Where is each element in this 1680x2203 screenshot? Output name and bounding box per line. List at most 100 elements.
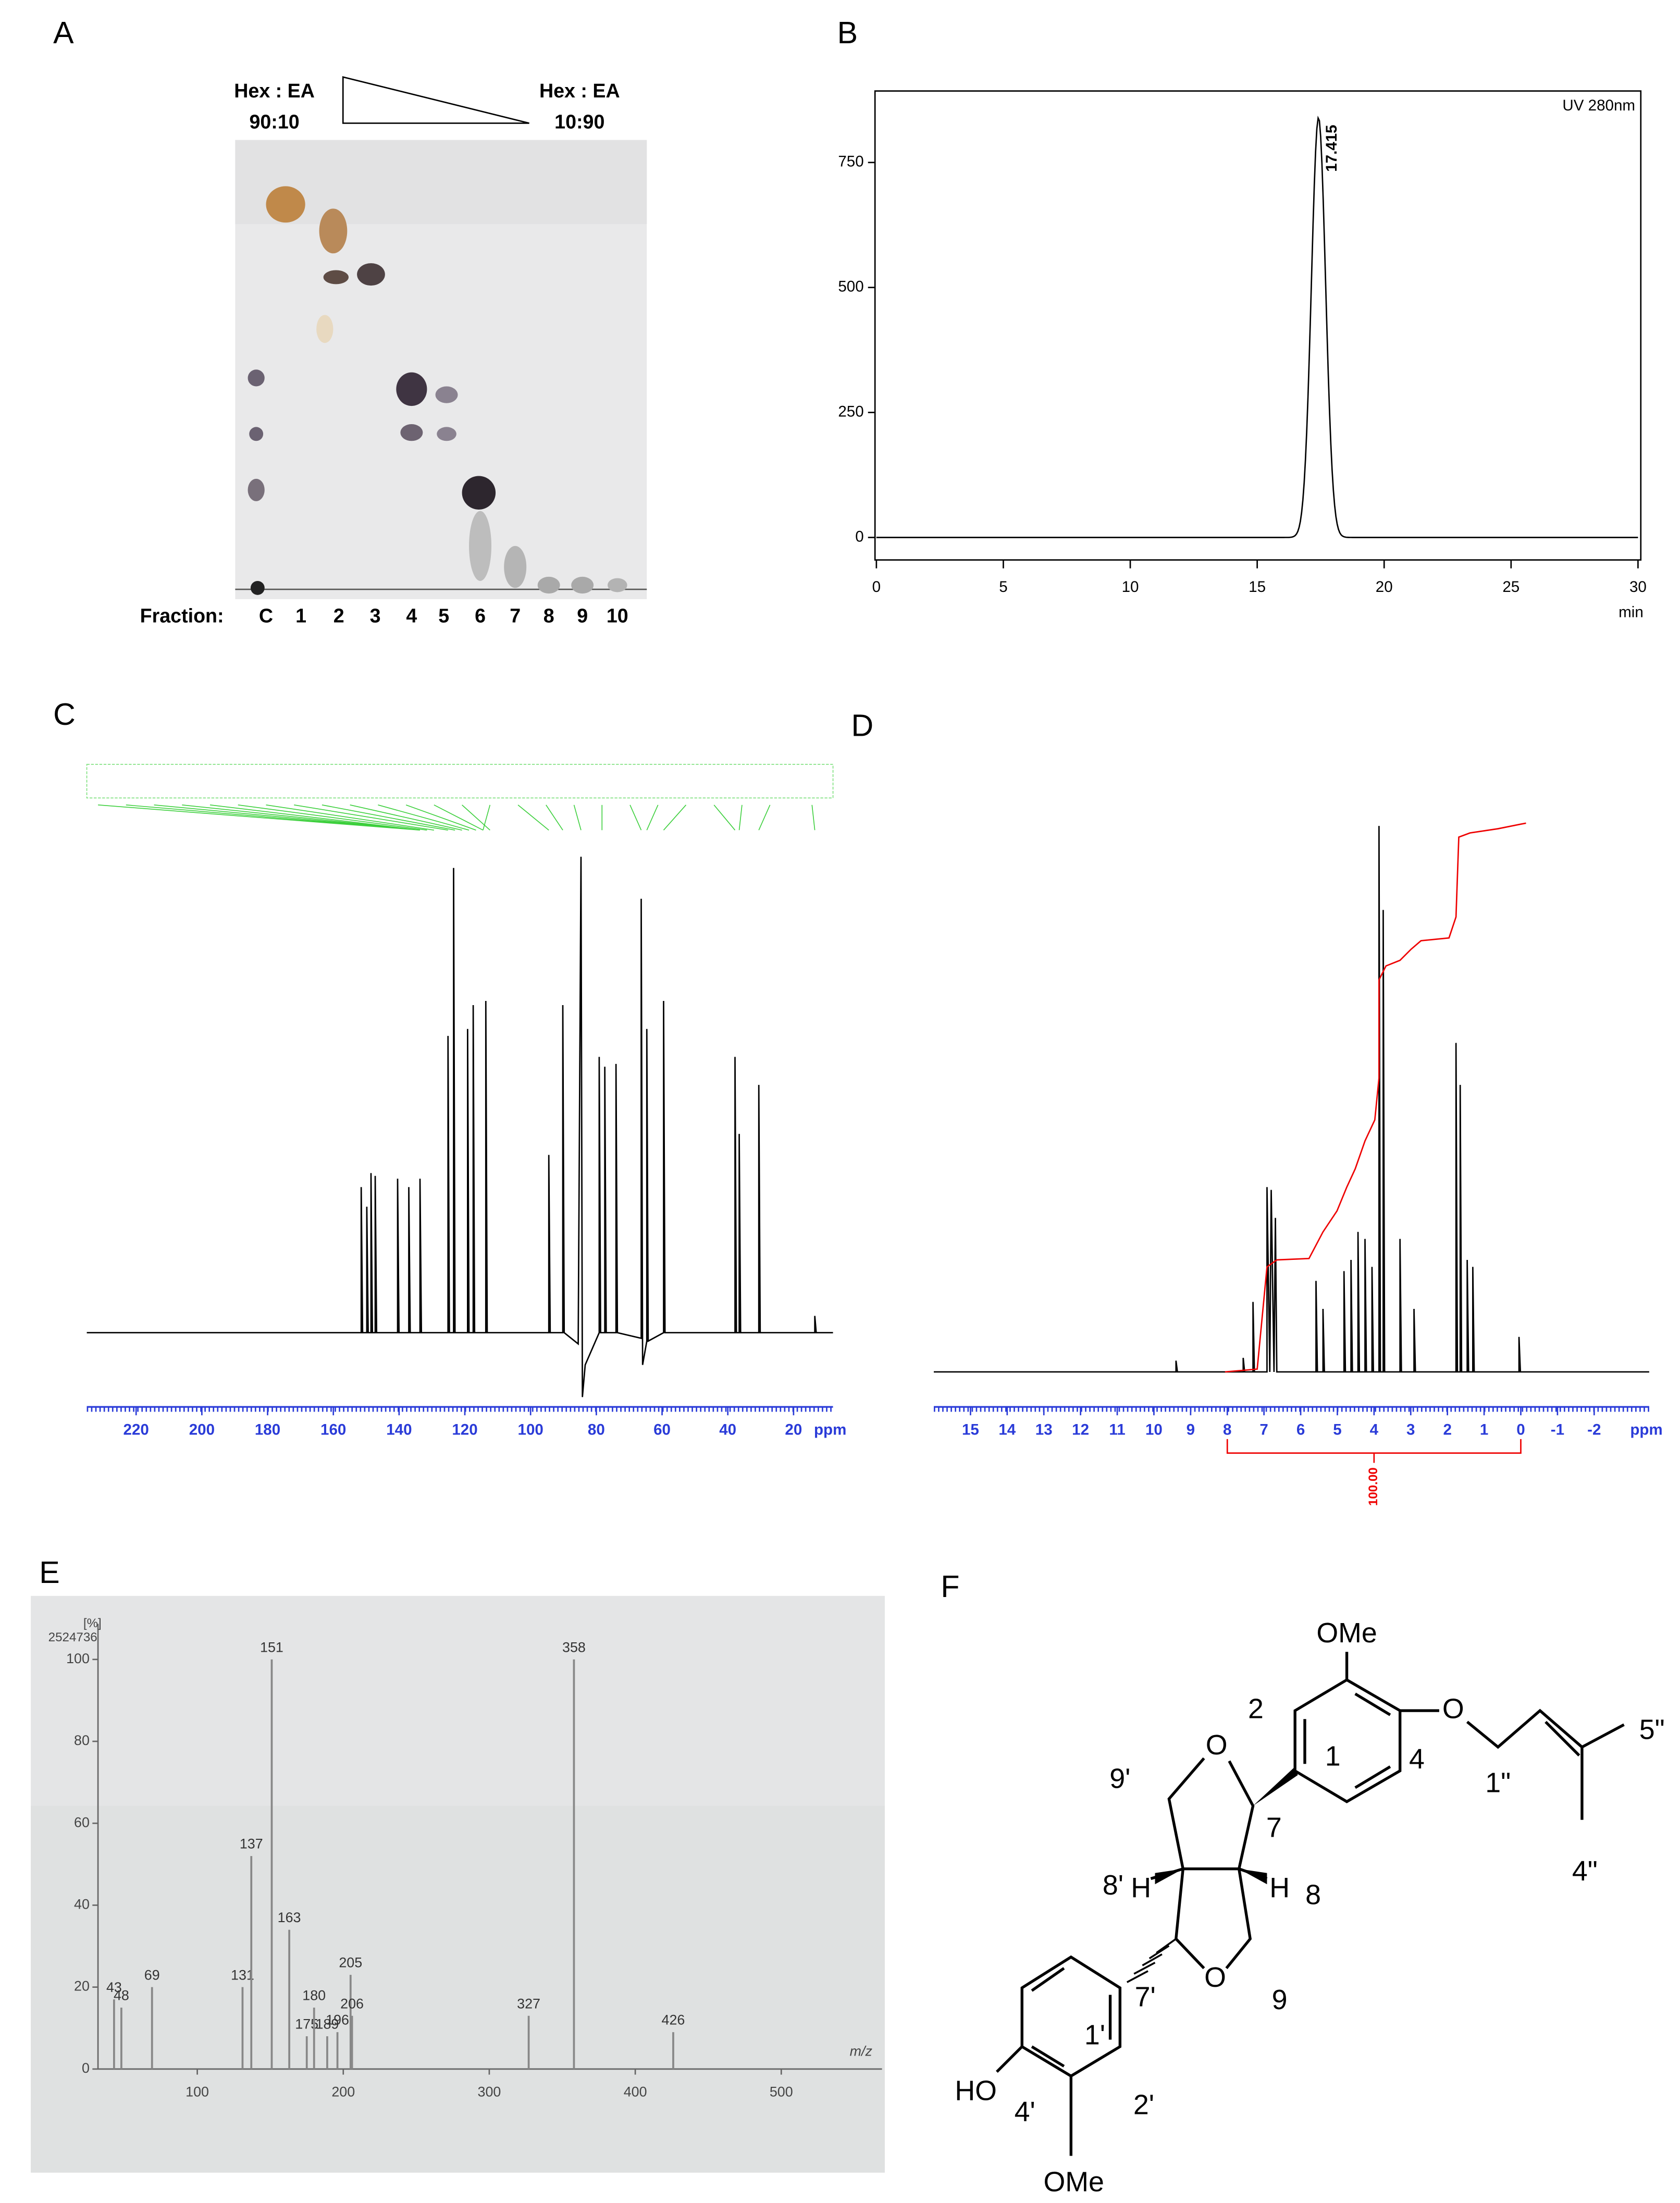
lane-label: 2 [333, 605, 344, 627]
wedge-bond [1155, 1868, 1183, 1885]
c13-spectrum [87, 857, 833, 1397]
y-tick-label: 60 [74, 1814, 90, 1830]
x-unit: m/z [850, 2044, 873, 2059]
lane-label: 3 [370, 605, 381, 627]
spot [266, 186, 305, 223]
spot [250, 580, 265, 595]
hash-bond [1126, 1938, 1177, 1983]
atom-label: O [1206, 1729, 1228, 1761]
gradient-triangle [342, 76, 529, 124]
atom-label: 7' [1135, 1982, 1156, 2013]
y-tick-label: 20 [74, 1978, 90, 1994]
aromatic-bonds [1031, 1967, 1112, 2068]
spot [435, 386, 458, 403]
solvent-ratio: 10:90 [554, 110, 604, 132]
atom-label: 2 [1248, 1693, 1264, 1724]
wedge-bond [1239, 1868, 1267, 1885]
panel-letter: E [39, 1555, 59, 1590]
x-tick-label: 220 [123, 1421, 149, 1439]
atom-label: 4 [1409, 1743, 1425, 1775]
y-tick-label: 100 [66, 1651, 90, 1666]
x-unit: min [1619, 604, 1644, 621]
x-tick-label: 2 [1443, 1421, 1451, 1439]
peak-label: 43 [106, 1979, 122, 1995]
x-tick-label: 200 [189, 1421, 215, 1439]
spot [396, 372, 427, 406]
atom-label: 4" [1572, 1855, 1598, 1887]
x-tick-label: 6 [1296, 1421, 1305, 1439]
atom-label: 5" [1639, 1714, 1665, 1746]
atom-label: OMe [1316, 1617, 1377, 1649]
y-tick-label: 250 [838, 403, 863, 420]
x-tick-label: 400 [624, 2084, 647, 2100]
atom-label: O [1442, 1693, 1464, 1724]
x-tick-label: 0 [1516, 1421, 1525, 1439]
solvent-ratio: 90:10 [249, 110, 299, 132]
x-tick-label: 30 [1629, 578, 1647, 596]
x-tick-label: 140 [386, 1421, 412, 1439]
atom-label: 4' [1015, 2096, 1035, 2127]
x-tick-label: 500 [770, 2084, 793, 2100]
peak-list-annotation [86, 764, 834, 831]
x-tick-label: 13 [1035, 1421, 1053, 1439]
spot [437, 427, 456, 441]
lane-label: 7 [510, 605, 521, 627]
atom-label: 1' [1084, 2019, 1105, 2050]
benzene-ring [1293, 1678, 1402, 1803]
atom-label: H [1131, 1872, 1151, 1903]
x-tick-label: 11 [1109, 1421, 1125, 1439]
lane-label: 8 [543, 605, 554, 627]
atom-label: 1 [1325, 1741, 1341, 1772]
x-tick-label: 10 [1122, 578, 1139, 596]
x-tick-label: 20 [1376, 578, 1393, 596]
x-tick-label: 180 [255, 1421, 280, 1439]
peak-label: 180 [302, 1988, 326, 2003]
peak-leaders [98, 805, 816, 831]
y-tick-label: 40 [74, 1897, 90, 1912]
plot-frame [874, 90, 1642, 561]
atom-label: 1" [1485, 1767, 1511, 1799]
peak-label: 69 [144, 1967, 160, 1983]
atom-label: 2' [1133, 2089, 1154, 2121]
panel-letter: B [837, 15, 858, 50]
spot-streak [504, 546, 527, 588]
wedge-bond [1253, 1766, 1298, 1806]
y-tick-label: 0 [82, 2060, 90, 2076]
peak-label: 151 [260, 1639, 283, 1655]
spot [400, 424, 423, 441]
atom-label: O [1204, 1962, 1226, 1993]
x-tick-label: 25 [1502, 578, 1520, 596]
detector-label: UV 280nm [1562, 97, 1635, 114]
x-tick-label: 160 [320, 1421, 346, 1439]
peak-list [86, 764, 834, 799]
y-tick-label: 500 [838, 278, 863, 295]
x-tick-label: 15 [962, 1421, 979, 1439]
solvent-name: Hex : EA [234, 80, 315, 102]
atom-label: OMe [1043, 2166, 1104, 2197]
x-tick-label: 20 [785, 1421, 802, 1439]
y-tick-label: 0 [855, 528, 863, 545]
benzene-ring [1020, 1955, 1122, 2078]
x-tick-label: 40 [719, 1421, 736, 1439]
x-tick-label: 9 [1187, 1421, 1195, 1439]
atom-label: 9' [1109, 1763, 1130, 1794]
peak-label: 48 [114, 1988, 129, 2003]
panel-letter: D [851, 708, 873, 743]
spot [249, 427, 264, 441]
peak-label: 327 [517, 1996, 540, 2011]
structure-bonds [996, 1652, 1625, 2156]
x-unit: ppm [814, 1421, 846, 1439]
peak-label: 358 [562, 1639, 586, 1655]
lane-label: C [259, 605, 273, 627]
solvent-name: Hex : EA [539, 80, 620, 102]
tlc-plate [235, 140, 647, 599]
x-tick-label: -2 [1587, 1421, 1601, 1439]
aromatic-bonds [1303, 1692, 1391, 1789]
x-tick-label: 1 [1480, 1421, 1488, 1439]
spot [316, 315, 333, 343]
x-tick-label: 80 [588, 1421, 605, 1439]
prenyl [1466, 1709, 1625, 1820]
x-tick-label: 7 [1259, 1421, 1268, 1439]
atom-labels: OMe 2 1 4 O 1" 5" 4" O 9' 7 8' H H 8 9 O… [955, 1617, 1664, 2197]
